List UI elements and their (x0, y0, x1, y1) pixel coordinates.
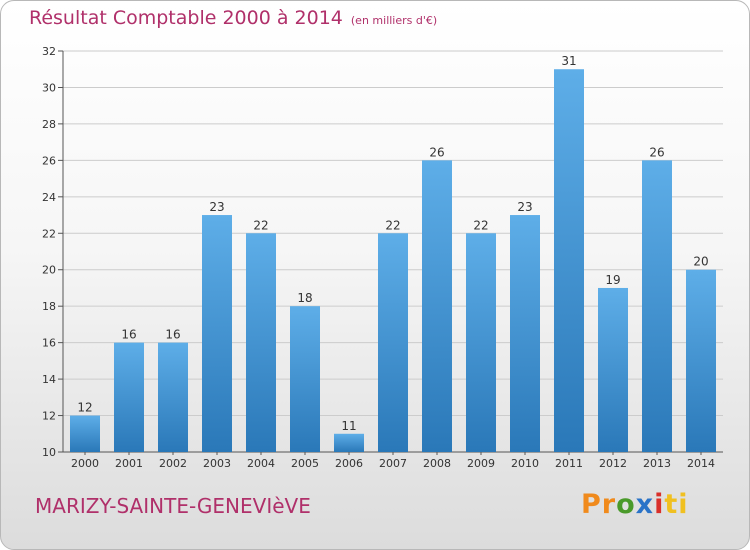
y-tick-label: 12 (42, 410, 56, 423)
y-tick-label: 18 (42, 300, 56, 313)
y-tick-label: 22 (42, 227, 56, 240)
logo-part: ti (664, 489, 689, 520)
y-tick-label: 30 (42, 81, 56, 94)
chart-title: Résultat Comptable 2000 à 2014 (en millie… (29, 7, 437, 29)
x-tick-label: 2008 (423, 457, 451, 470)
x-tick-label: 2013 (643, 457, 671, 470)
x-tick-label: 2004 (247, 457, 275, 470)
data-label: 16 (165, 328, 180, 342)
bar (510, 215, 540, 452)
logo-part: o (616, 489, 636, 520)
y-tick-label: 32 (42, 45, 56, 58)
logo-part: i (654, 489, 665, 520)
x-tick-label: 2001 (115, 457, 143, 470)
y-tick-label: 26 (42, 154, 56, 167)
bar (466, 233, 496, 452)
x-tick-label: 2014 (687, 457, 715, 470)
data-label: 26 (429, 145, 444, 159)
data-label: 16 (121, 328, 136, 342)
data-label: 22 (253, 218, 268, 232)
bar (422, 160, 452, 452)
data-label: 12 (77, 401, 92, 415)
x-tick-label: 2006 (335, 457, 363, 470)
y-tick-label: 16 (42, 337, 56, 350)
bar (114, 342, 144, 452)
x-tick-label: 2000 (71, 457, 99, 470)
town-name: MARIZY-SAINTE-GENEVIèVE (35, 494, 311, 518)
bar (158, 342, 188, 452)
bar (70, 415, 100, 452)
x-tick-label: 2005 (291, 457, 319, 470)
bar (598, 287, 628, 452)
y-tick-label: 14 (42, 373, 56, 386)
x-tick-label: 2007 (379, 457, 407, 470)
data-label: 22 (473, 218, 488, 232)
data-label: 18 (297, 291, 312, 305)
data-label: 23 (517, 200, 532, 214)
bar (290, 306, 320, 452)
bar (246, 233, 276, 452)
bars (70, 69, 716, 453)
y-tick-label: 24 (42, 191, 56, 204)
bar (686, 269, 716, 452)
chart-unit: (en milliers d'€) (350, 14, 438, 27)
bar (202, 215, 232, 452)
x-tick-label: 2009 (467, 457, 495, 470)
proxiti-logo: Proxiti (581, 489, 689, 520)
x-tick-label: 2010 (511, 457, 539, 470)
logo-part: Pr (581, 489, 617, 520)
y-tick-label: 10 (42, 446, 56, 459)
data-label: 31 (561, 54, 576, 68)
bar (642, 160, 672, 452)
y-tick-label: 20 (42, 264, 56, 277)
chart-title-text: Résultat Comptable 2000 à 2014 (29, 7, 343, 29)
y-tick-label: 28 (42, 118, 56, 131)
x-tick-label: 2012 (599, 457, 627, 470)
x-tick-label: 2011 (555, 457, 583, 470)
data-label: 20 (693, 255, 708, 269)
data-label: 19 (605, 273, 620, 287)
x-tick-label: 2002 (159, 457, 187, 470)
data-label: 23 (209, 200, 224, 214)
logo-part: x (635, 489, 655, 520)
data-label: 22 (385, 218, 400, 232)
bar (378, 233, 408, 452)
data-label: 11 (341, 419, 356, 433)
bar (554, 69, 584, 453)
labels: 10 12 14 16 18 20 22 24 26 28 30 32 12 2000 16 2001 16 20… (42, 45, 715, 470)
data-label: 26 (649, 145, 664, 159)
x-tick-label: 2003 (203, 457, 231, 470)
bar (334, 433, 364, 452)
